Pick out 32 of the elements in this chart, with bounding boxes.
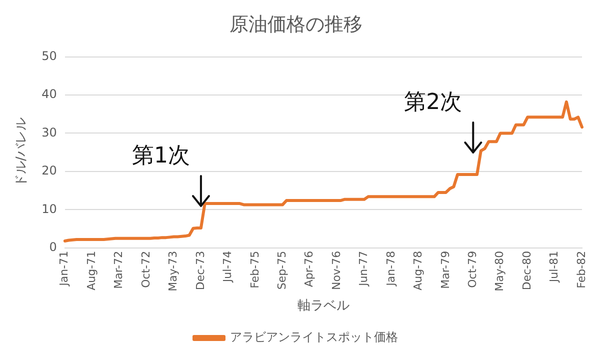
x-tick-label: Aug-78	[412, 250, 425, 290]
x-tick-label: Feb-82	[574, 250, 588, 288]
x-tick-label: Jan-78	[384, 250, 398, 287]
x-tick-label: Oct-79	[466, 250, 479, 288]
y-tick-label: 20	[42, 164, 57, 178]
x-tick-label: Oct-72	[139, 250, 152, 288]
x-tick-label: Mar-79	[438, 250, 452, 289]
y-tick-label: 40	[42, 87, 57, 102]
y-tick-label: 30	[42, 125, 57, 140]
x-tick-label: Dec-73	[194, 250, 207, 290]
chart-title: 原油価格の推移	[230, 13, 362, 36]
x-tick-label: Dec-80	[520, 250, 534, 290]
x-tick-label: Jan-71	[58, 250, 71, 287]
x-axis-title: 軸ラベル	[297, 298, 350, 314]
x-tick-label: Nov-76	[330, 250, 343, 290]
y-tick-label: 50	[42, 48, 57, 63]
x-tick-label: Aug-71	[84, 250, 98, 290]
x-tick-label: May-80	[493, 250, 506, 292]
x-tick-label: Sep-75	[275, 250, 288, 290]
x-tick-label: Jul-74	[221, 250, 234, 284]
x-tick-label: Mar-72	[112, 250, 126, 289]
y-tick-label: 10	[42, 202, 57, 216]
x-tick-label: Feb-75	[248, 250, 262, 288]
y-tick-label: 0	[49, 240, 57, 254]
x-tick-label: Jul-81	[548, 250, 561, 284]
x-tick-label: Jun-77	[357, 250, 370, 288]
annotation: 第1次	[132, 144, 190, 169]
x-tick-label: Apr-76	[302, 250, 316, 288]
x-tick-label: May-73	[166, 250, 180, 292]
y-axis-title: ドル/バレル	[14, 118, 30, 188]
legend-label: アラビアンライトスポット価格	[230, 330, 398, 344]
annotation: 第2次	[404, 90, 462, 116]
